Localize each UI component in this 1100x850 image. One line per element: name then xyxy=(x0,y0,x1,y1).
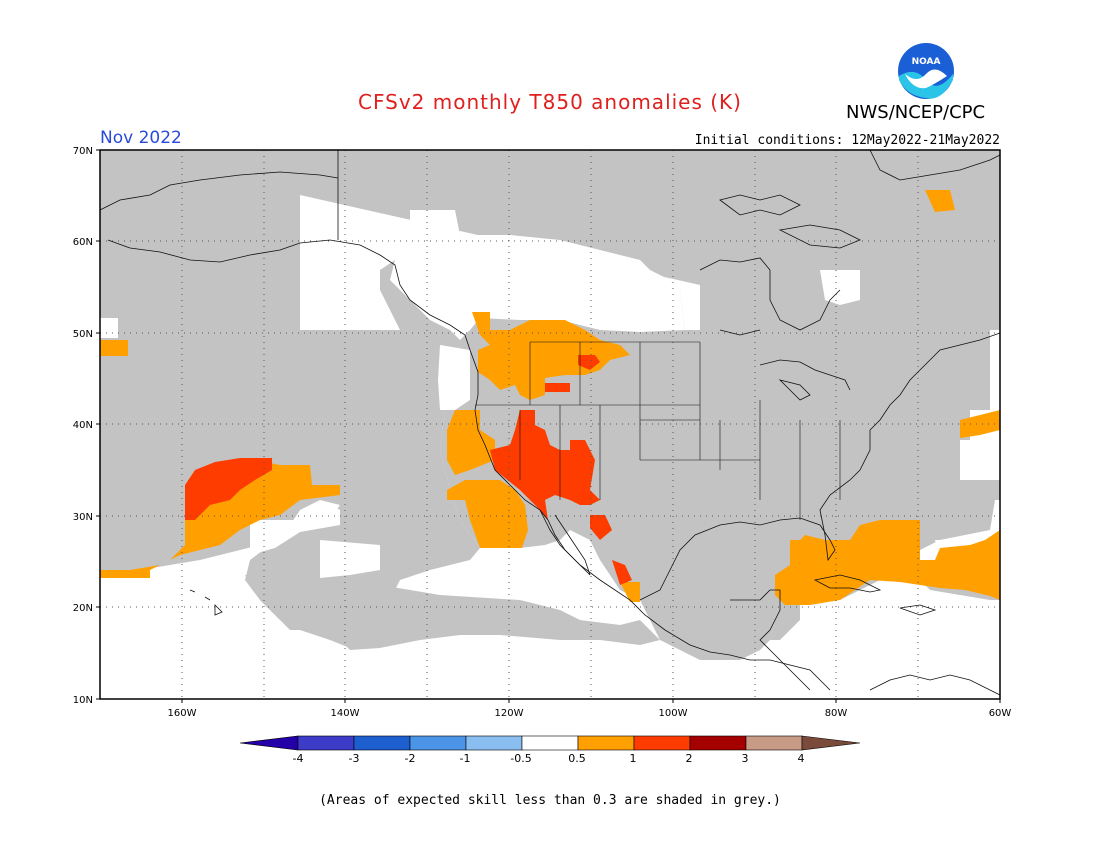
colorbar-tick: 3 xyxy=(742,752,749,765)
map-title: CFSv2 monthly T850 anomalies (K) xyxy=(358,90,742,114)
lon-label: 100W xyxy=(659,708,688,719)
colorbar-tick: 4 xyxy=(798,752,805,765)
colorbar-swatch xyxy=(353,735,411,751)
anomaly-0p5-to-1 xyxy=(100,190,1000,605)
lon-label: 140W xyxy=(331,708,360,719)
lat-label: 70N xyxy=(73,146,93,157)
colorbar-swatch xyxy=(409,735,467,751)
colorbar-swatch xyxy=(297,735,355,751)
lat-label: 30N xyxy=(73,512,93,523)
near-normal-white-patches xyxy=(100,210,1000,578)
latitude-axis xyxy=(96,149,100,700)
colorbar-ticks: -4 -3 -2 -1 -0.5 0.5 1 2 3 4 xyxy=(293,752,805,765)
forecast-month: Nov 2022 xyxy=(100,128,182,148)
colorbar-swatches xyxy=(239,735,861,751)
colorbar-swatch xyxy=(577,735,635,751)
lat-label: 60N xyxy=(73,237,93,248)
agency-label: NWS/NCEP/CPC xyxy=(846,102,986,123)
colorbar-tick: -0.5 xyxy=(510,752,531,765)
lat-label: 20N xyxy=(73,603,93,614)
lon-label: 160W xyxy=(168,708,197,719)
lon-label: 120W xyxy=(495,708,524,719)
colorbar-swatch xyxy=(465,735,523,751)
graticule xyxy=(100,150,1000,699)
colorbar-tick: -2 xyxy=(405,752,416,765)
longitude-axis xyxy=(181,699,1001,703)
skill-footnote: (Areas of expected skill less than 0.3 a… xyxy=(319,793,781,808)
colorbar-tick: -4 xyxy=(293,752,304,765)
colorbar-swatch xyxy=(689,735,747,751)
coastlines xyxy=(99,149,1001,696)
noaa-logo: NOAA xyxy=(895,40,957,102)
colorbar-tick: -3 xyxy=(349,752,360,765)
latitude-labels: 70N 60N 50N 40N 30N 20N 10N xyxy=(73,146,93,706)
initial-conditions: Initial conditions: 12May2022-21May2022 xyxy=(694,133,1000,148)
colorbar-tick: 2 xyxy=(686,752,693,765)
colorbar-swatch xyxy=(633,735,691,751)
lat-label: 50N xyxy=(73,329,93,340)
noaa-logo-text: NOAA xyxy=(912,57,941,67)
lon-label: 80W xyxy=(825,708,848,719)
state-borders xyxy=(475,341,841,520)
anomaly-1-to-2 xyxy=(185,355,632,585)
colorbar-tick: -1 xyxy=(460,752,471,765)
anomaly-map: 70N 60N 50N 40N 30N 20N 10N 160W 140W 12… xyxy=(73,146,1012,719)
lon-label: 60W xyxy=(989,708,1012,719)
colorbar-swatch xyxy=(521,735,579,751)
colorbar-swatch xyxy=(801,735,861,751)
longitude-labels: 160W 140W 120W 100W 80W 60W xyxy=(168,708,1012,719)
colorbar-tick: 0.5 xyxy=(568,752,586,765)
colorbar-swatch xyxy=(239,735,299,751)
colorbar: -4 -3 -2 -1 -0.5 0.5 1 2 3 4 xyxy=(239,735,861,765)
lat-label: 40N xyxy=(73,420,93,431)
colorbar-tick: 1 xyxy=(630,752,637,765)
lat-label: 10N xyxy=(73,695,93,706)
colorbar-swatch xyxy=(745,735,803,751)
